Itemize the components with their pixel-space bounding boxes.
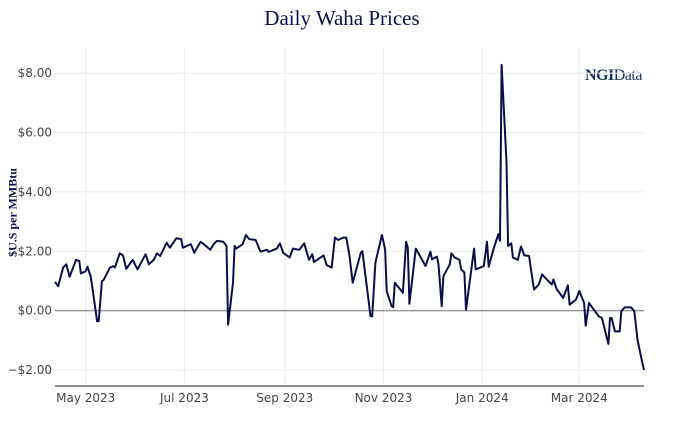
- chart-title: Daily Waha Prices: [264, 6, 420, 30]
- y-tick-label: $4.00: [18, 185, 52, 199]
- y-tick-label: −$2.00: [8, 363, 52, 377]
- y-tick-label: $8.00: [18, 66, 52, 80]
- y-tick-label: $6.00: [18, 126, 52, 140]
- x-tick-label: Jan 2024: [455, 391, 509, 405]
- price-series-line: [54, 63, 645, 371]
- x-tick-label: Nov 2023: [355, 391, 413, 405]
- x-tick-label: May 2023: [56, 391, 115, 405]
- x-tick-label: Jul 2023: [159, 391, 209, 405]
- x-tick-label: Sep 2023: [256, 391, 313, 405]
- ngi-data-logo: NGIData: [585, 67, 642, 84]
- x-tick-label: Mar 2024: [551, 391, 608, 405]
- y-tick-label: $2.00: [18, 244, 52, 258]
- y-tick-label: $0.00: [18, 304, 52, 318]
